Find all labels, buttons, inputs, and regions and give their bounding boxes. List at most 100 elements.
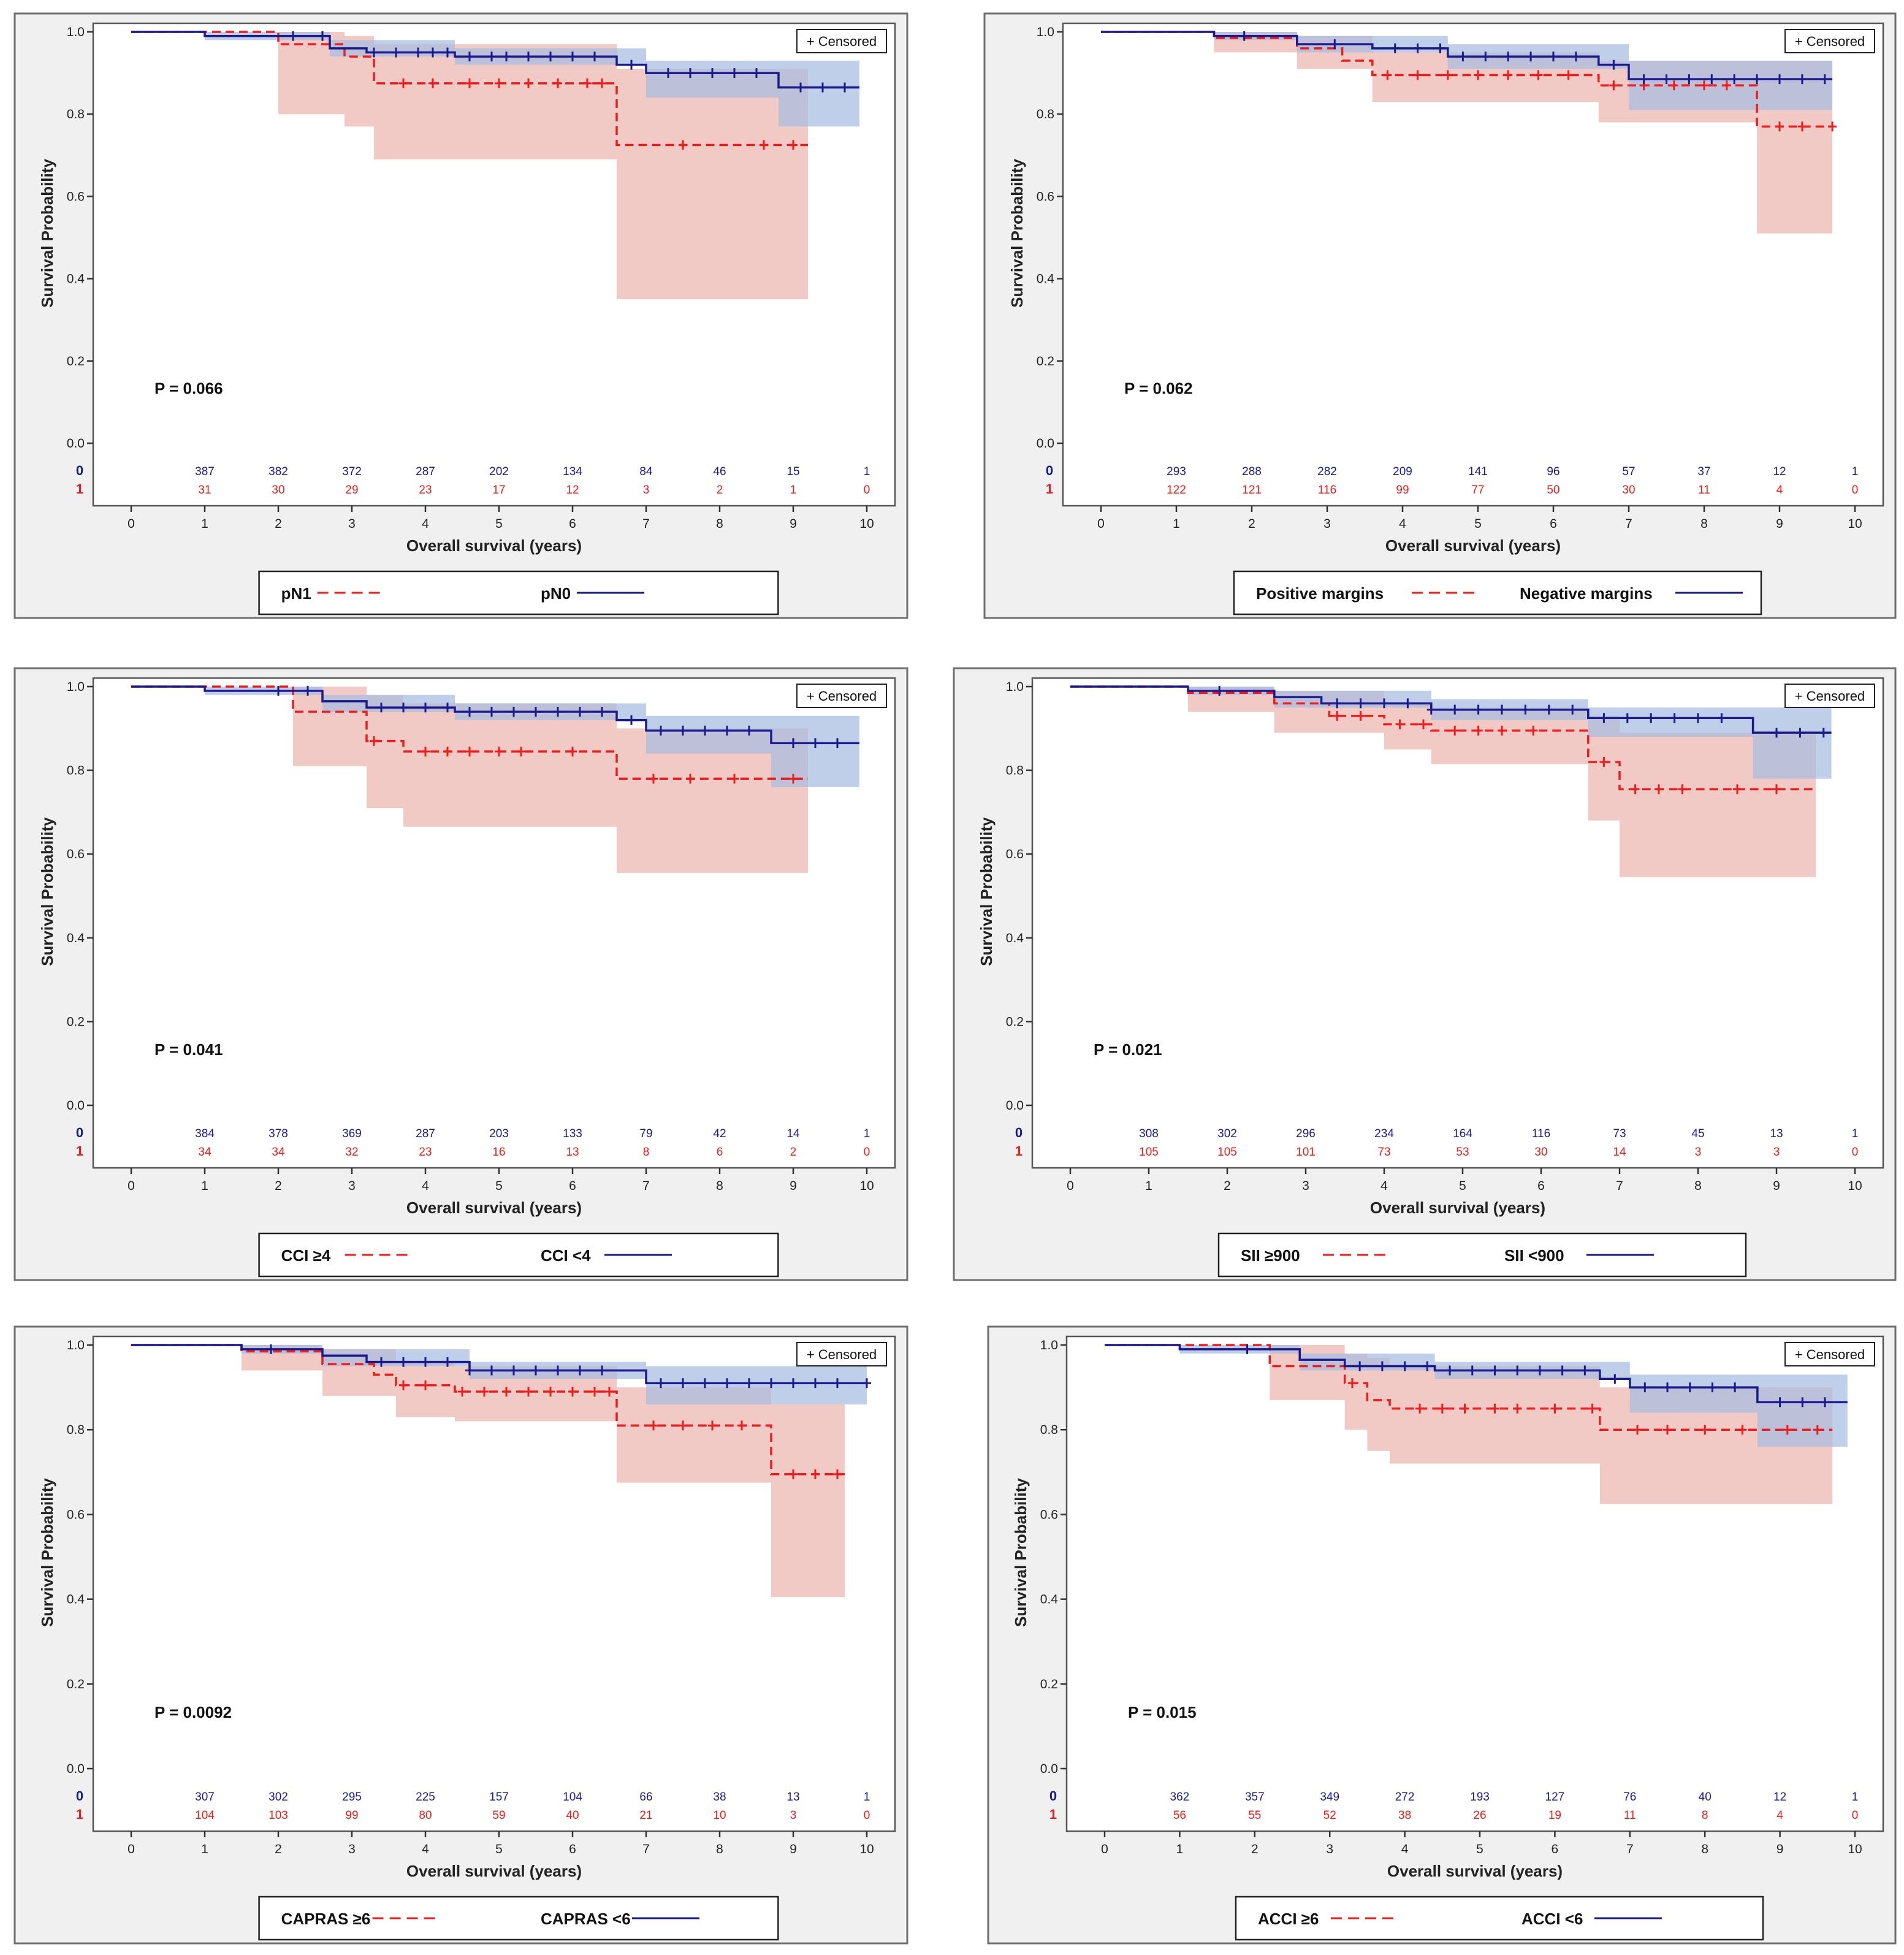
censor-mark-0 xyxy=(833,1378,842,1389)
censor-mark-0 xyxy=(274,685,283,696)
y-tick-label: 0.0 xyxy=(67,1099,85,1113)
y-tick-label: 0.4 xyxy=(67,931,85,945)
at-risk-count-1: 56 xyxy=(1173,1809,1186,1822)
at-risk-count-0: 202 xyxy=(489,465,509,478)
at-risk-count-0: 12 xyxy=(1773,465,1786,478)
at-risk-count-1: 34 xyxy=(272,1146,285,1159)
censor-mark-0 xyxy=(421,703,430,713)
censor-mark-1 xyxy=(1700,80,1708,91)
censor-mark-0 xyxy=(554,706,562,717)
at-risk-count-0: 127 xyxy=(1545,1791,1565,1804)
censor-mark-0 xyxy=(701,1378,709,1389)
x-tick-label: 10 xyxy=(859,1179,874,1193)
censor-mark-1 xyxy=(789,1469,798,1479)
at-risk-count-1: 0 xyxy=(1852,1146,1859,1159)
censor-mark-1 xyxy=(517,746,525,756)
x-tick-label: 9 xyxy=(1773,1179,1780,1193)
censor-mark-1 xyxy=(458,1387,466,1397)
censor-mark-0 xyxy=(1568,704,1577,715)
at-risk-count-1: 73 xyxy=(1377,1146,1390,1159)
censor-mark-0 xyxy=(289,31,297,41)
y-tick-label: 0.2 xyxy=(1040,1677,1058,1691)
censor-mark-0 xyxy=(377,1357,386,1367)
censor-mark-0 xyxy=(428,47,437,58)
y-tick-label: 0.8 xyxy=(1040,1423,1058,1437)
at-risk-count-1: 6 xyxy=(717,1146,723,1159)
survival-line-0 xyxy=(131,1344,867,1384)
censor-mark-0 xyxy=(1821,1397,1830,1408)
at-risk-count-1: 12 xyxy=(566,484,579,497)
legend-label-1: ACCI ≥6 xyxy=(1258,1910,1319,1928)
censor-mark-0 xyxy=(1640,1382,1650,1393)
y-axis-label: Survival Probability xyxy=(38,1478,56,1627)
at-risk-count-1: 80 xyxy=(419,1809,432,1822)
censor-mark-0 xyxy=(863,1378,871,1389)
legend-label-1: CCI ≥4 xyxy=(281,1246,331,1265)
x-tick-label: 8 xyxy=(1701,1842,1708,1856)
at-risk-count-1: 29 xyxy=(345,484,358,497)
censor-mark-1 xyxy=(679,140,687,150)
p-value: P = 0.041 xyxy=(154,1040,223,1059)
at-risk-count-0: 302 xyxy=(268,1791,288,1804)
censor-mark-0 xyxy=(1445,1365,1455,1376)
at-risk-count-1: 13 xyxy=(566,1146,579,1159)
x-tick-label: 9 xyxy=(1776,1842,1784,1856)
censor-mark-0 xyxy=(752,68,761,78)
x-tick-label: 6 xyxy=(569,517,576,531)
y-tick-label: 0.2 xyxy=(67,1015,85,1029)
censored-legend xyxy=(1784,1342,1875,1366)
censor-mark-1 xyxy=(554,78,562,88)
censor-mark-0 xyxy=(818,82,827,93)
x-axis-label: Overall survival (years) xyxy=(406,1862,582,1880)
censor-mark-1 xyxy=(708,1420,717,1431)
censor-mark-0 xyxy=(531,1365,540,1376)
censor-mark-1 xyxy=(679,1420,687,1431)
censor-mark-1 xyxy=(1564,70,1573,80)
at-risk-count-1: 52 xyxy=(1323,1809,1336,1822)
censor-mark-0 xyxy=(1753,74,1762,85)
censor-mark-1 xyxy=(1655,784,1663,795)
at-risk-count-1: 0 xyxy=(1852,484,1859,497)
at-risk-count-1: 0 xyxy=(1852,1809,1859,1822)
x-tick-label: 1 xyxy=(201,1179,208,1193)
legend-label-0: ACCI <6 xyxy=(1521,1910,1583,1928)
censor-mark-0 xyxy=(1390,43,1399,53)
x-tick-label: 1 xyxy=(1173,517,1180,531)
x-tick-label: 0 xyxy=(128,517,135,531)
censor-mark-0 xyxy=(679,725,687,736)
at-risk-count-1: 8 xyxy=(1702,1809,1708,1822)
km-panel-cci: 0.0 0.2 0.4 0.6 0.8 1.0 0 1 2 3 4 5 6 7 8 9 10 Overall su… xyxy=(13,667,908,1281)
survival-line-1 xyxy=(1101,31,1833,128)
at-risk-count-1: 1 xyxy=(790,484,797,497)
at-risk-count-1: 121 xyxy=(1242,484,1262,497)
censor-mark-1 xyxy=(1460,1403,1469,1414)
at-risk-count-1: 11 xyxy=(1698,484,1710,497)
at-risk-count-0: 15 xyxy=(786,465,799,478)
series-legend xyxy=(258,1232,779,1278)
y-tick-label: 0.2 xyxy=(67,1677,85,1691)
censor-mark-0 xyxy=(414,47,422,58)
censor-mark-0 xyxy=(487,51,496,62)
x-tick-label: 7 xyxy=(642,517,650,531)
x-axis-label: Overall survival (years) xyxy=(1385,536,1561,555)
x-tick-label: 9 xyxy=(790,517,797,531)
censor-mark-0 xyxy=(1330,39,1339,50)
censor-mark-1 xyxy=(811,1469,820,1479)
censor-mark-0 xyxy=(392,47,400,58)
at-risk-count-0: 362 xyxy=(1170,1791,1190,1804)
km-panel-sii: 0.0 0.2 0.4 0.6 0.8 1.0 0 1 2 3 4 5 6 7 8 9 10 Overall su… xyxy=(953,667,1897,1281)
censor-mark-0 xyxy=(509,706,518,717)
y-axis-label: Survival Probability xyxy=(977,817,996,966)
x-tick-label: 0 xyxy=(1101,1842,1108,1856)
censor-mark-0 xyxy=(686,68,695,78)
censor-mark-1 xyxy=(1490,1403,1499,1414)
censor-mark-0 xyxy=(318,31,327,41)
censor-mark-0 xyxy=(627,59,636,70)
at-risk-count-1: 4 xyxy=(1776,484,1783,497)
x-tick-label: 6 xyxy=(569,1842,576,1856)
censor-mark-0 xyxy=(1797,74,1807,85)
x-tick-label: 4 xyxy=(422,1842,429,1856)
censored-legend xyxy=(796,684,887,708)
at-risk-count-0: 282 xyxy=(1317,465,1337,478)
